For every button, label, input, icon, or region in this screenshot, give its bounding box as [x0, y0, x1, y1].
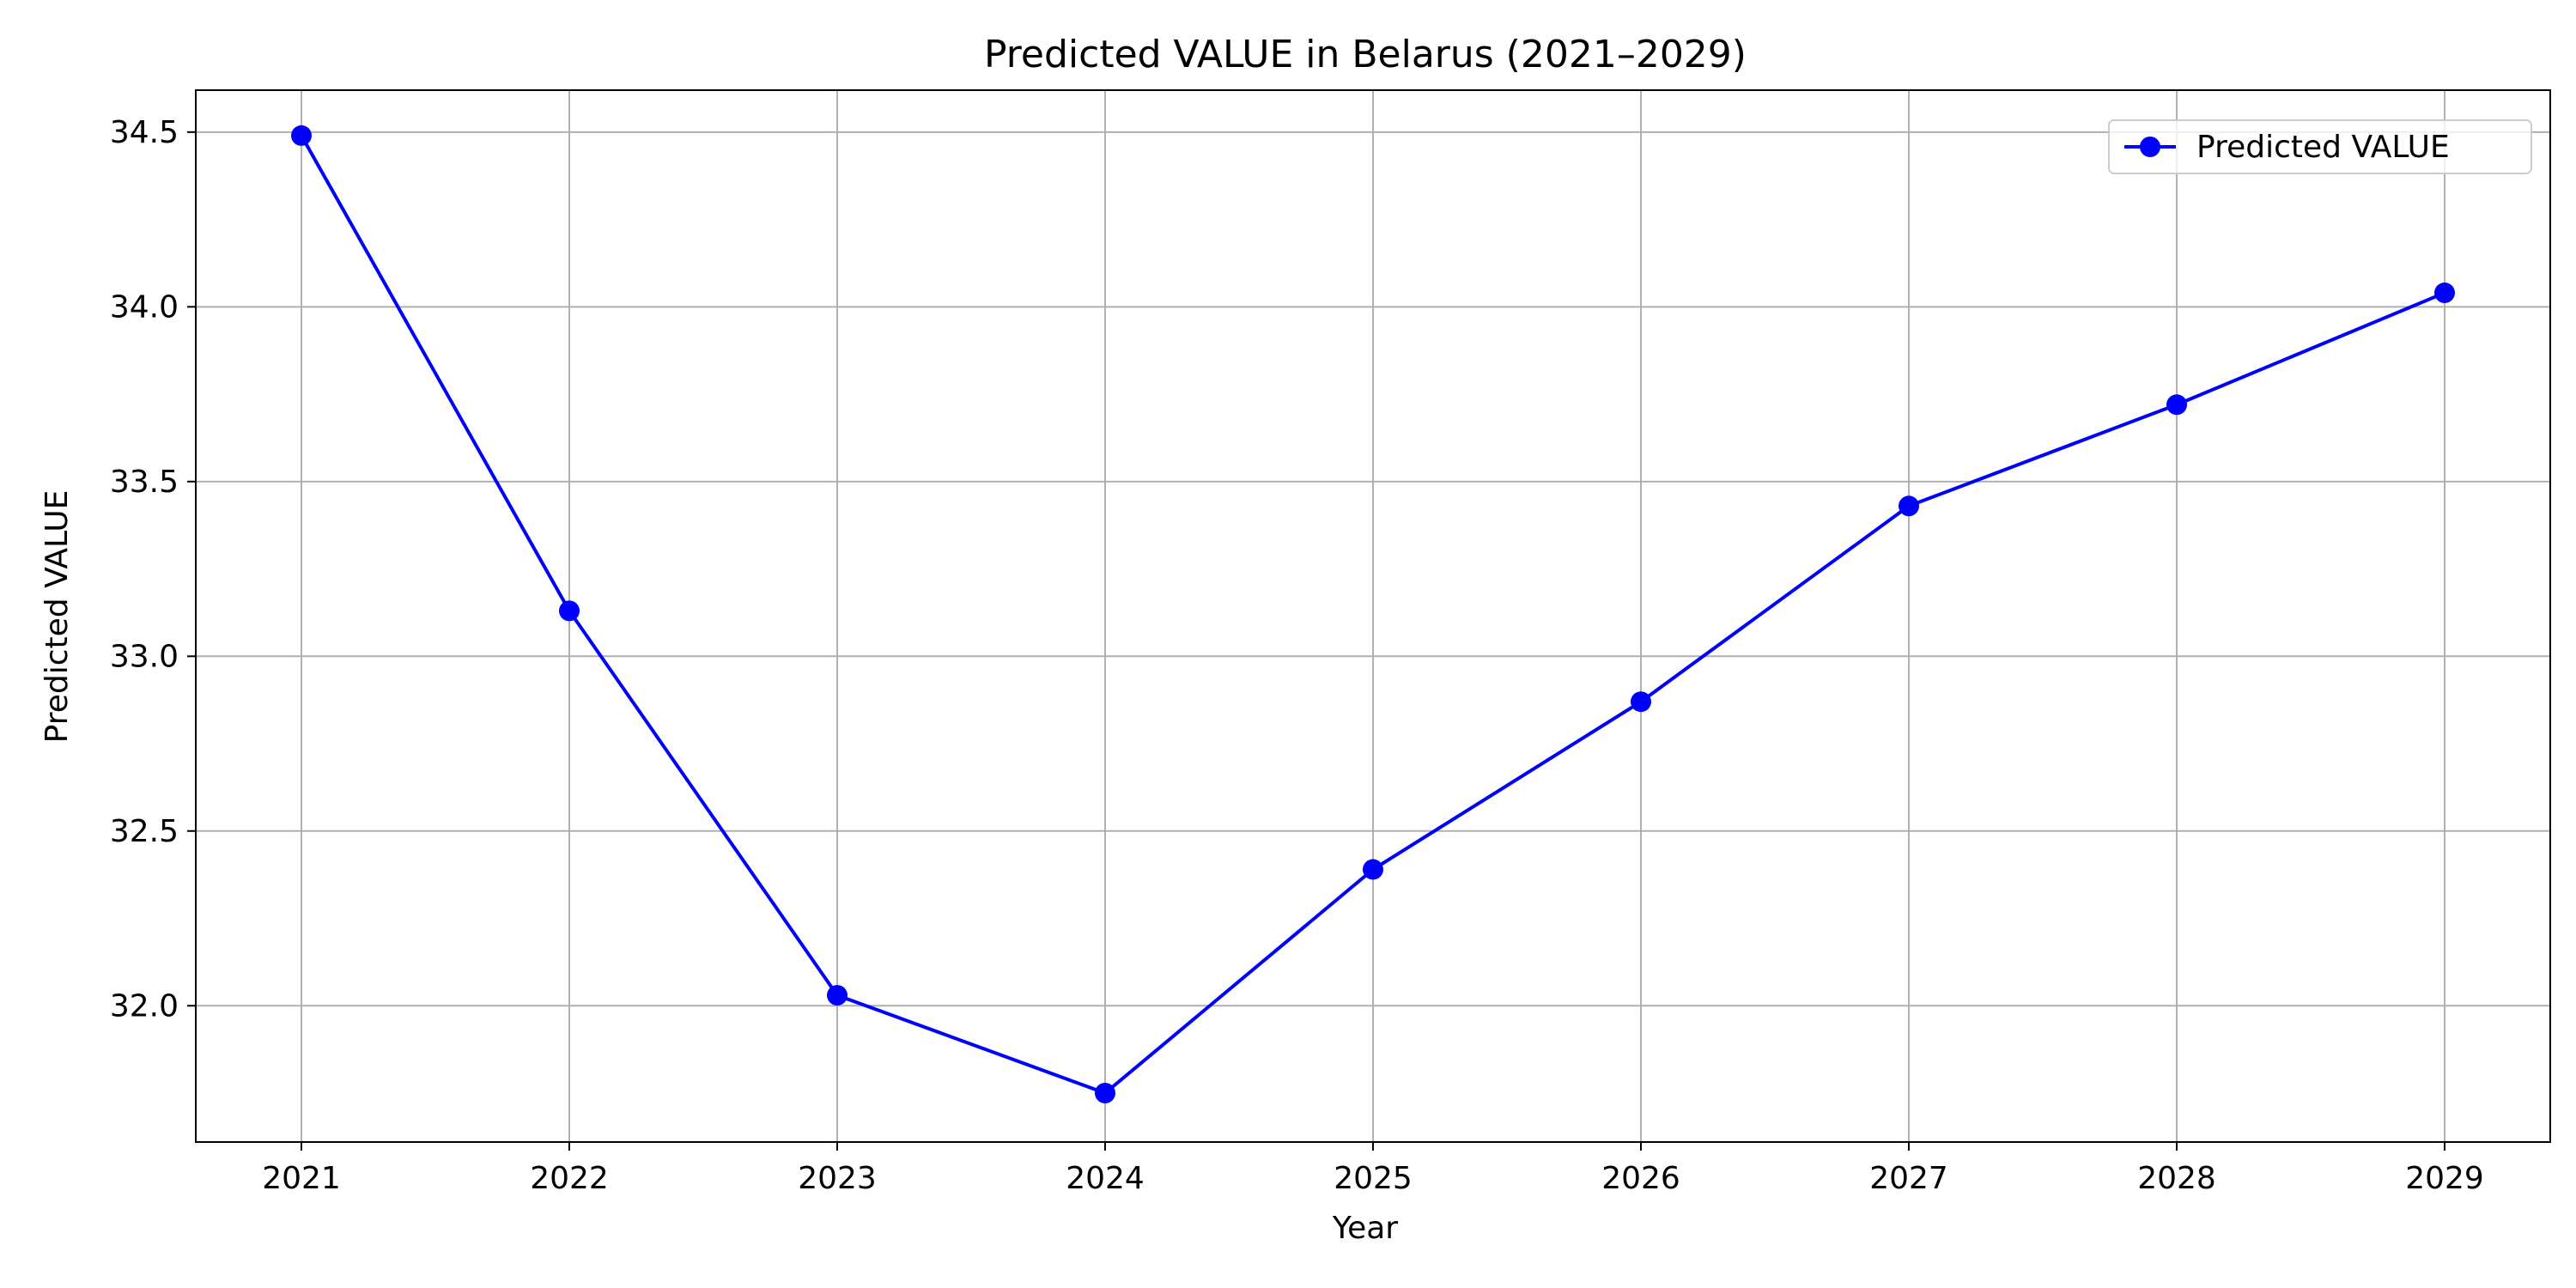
y-tick-label: 34.0 — [110, 289, 179, 325]
y-axis-label: Predicted VALUE — [39, 490, 75, 744]
data-point — [827, 985, 848, 1006]
data-point — [2166, 394, 2187, 416]
data-point — [1095, 1083, 1115, 1104]
y-tick-label: 32.5 — [110, 814, 179, 849]
data-point — [1899, 495, 1919, 517]
x-tick-label: 2028 — [2137, 1161, 2216, 1196]
chart-title: Predicted VALUE in Belarus (2021–2029) — [984, 33, 1747, 76]
y-tick-label: 33.5 — [110, 465, 179, 500]
x-tick-label: 2026 — [1601, 1161, 1680, 1196]
data-point — [1631, 691, 1651, 713]
series — [291, 125, 2455, 1104]
legend-box — [2108, 119, 2532, 174]
x-tick-label: 2022 — [530, 1161, 609, 1196]
legend: Predicted VALUE — [2108, 119, 2532, 174]
x-tick-label: 2021 — [262, 1161, 341, 1196]
data-point — [291, 125, 312, 146]
x-tick-label: 2023 — [798, 1161, 877, 1196]
legend-marker — [2140, 137, 2160, 157]
grid — [196, 90, 2550, 1142]
y-tick-label: 33.0 — [110, 639, 179, 674]
x-tick-label: 2024 — [1066, 1161, 1145, 1196]
y-tick-label: 32.0 — [110, 988, 179, 1024]
ticks: 2021 2022 2023 2024 2025 2026 2027 2028 2029 32.0… — [110, 115, 2484, 1196]
x-tick-label: 2025 — [1334, 1161, 1413, 1196]
x-axis-label: Year — [1332, 1211, 1398, 1246]
y-tick-label: 34.5 — [110, 115, 179, 150]
x-tick-label: 2027 — [1869, 1161, 1948, 1196]
data-point — [2434, 283, 2455, 304]
data-point — [1363, 859, 1383, 880]
data-point — [559, 600, 580, 622]
legend-label: Predicted VALUE — [2196, 130, 2450, 165]
x-tick-label: 2029 — [2405, 1161, 2484, 1196]
